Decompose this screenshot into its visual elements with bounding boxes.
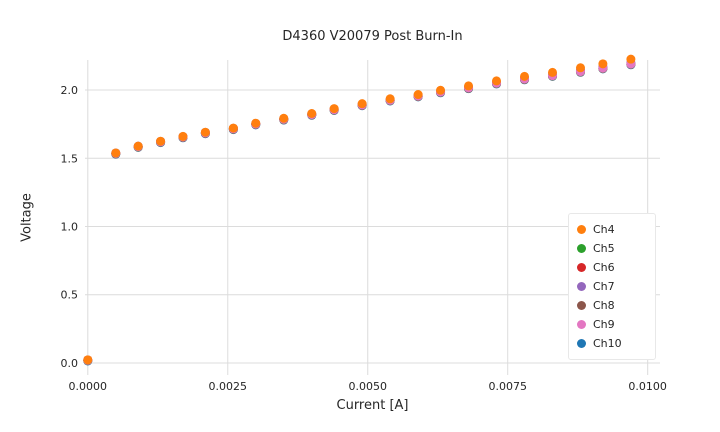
- y-tick-label: 2.0: [61, 84, 79, 97]
- y-tick-label: 1.0: [61, 221, 79, 234]
- data-point-ch4: [200, 127, 210, 137]
- data-point-ch4: [464, 81, 474, 91]
- data-point-ch4: [251, 118, 261, 128]
- y-axis-label: Voltage: [19, 193, 35, 242]
- y-tick-label: 0.5: [61, 289, 79, 302]
- legend-marker-ch9: [577, 320, 586, 329]
- data-point-ch4: [307, 109, 317, 119]
- x-tick-label: 0.0025: [209, 380, 248, 393]
- legend-label-ch7: Ch7: [593, 280, 615, 293]
- data-point-ch4: [520, 71, 530, 81]
- data-point-ch4: [133, 141, 143, 151]
- legend-entry-ch10: Ch10: [577, 334, 647, 353]
- legend-label-ch9: Ch9: [593, 318, 615, 331]
- legend-marker-ch6: [577, 263, 586, 272]
- legend-marker-ch7: [577, 282, 586, 291]
- legend-entry-ch9: Ch9: [577, 315, 647, 334]
- legend-entry-ch4: Ch4: [577, 220, 647, 239]
- y-tick-label: 1.5: [61, 152, 79, 165]
- data-point-ch4: [279, 113, 289, 123]
- legend-label-ch6: Ch6: [593, 261, 615, 274]
- legend-marker-ch10: [577, 339, 586, 348]
- legend: Ch4 Ch5 Ch6 Ch7 Ch8 Ch9 Ch10: [568, 213, 656, 360]
- data-point-ch4: [228, 123, 238, 133]
- data-point-ch4: [83, 355, 93, 365]
- x-tick-label: 0.0100: [628, 380, 667, 393]
- legend-label-ch4: Ch4: [593, 223, 615, 236]
- data-point-ch4: [357, 99, 367, 109]
- legend-label-ch5: Ch5: [593, 242, 615, 255]
- data-point-ch4: [598, 59, 608, 69]
- legend-label-ch8: Ch8: [593, 299, 615, 312]
- legend-entry-ch8: Ch8: [577, 296, 647, 315]
- data-point-ch4: [178, 131, 188, 141]
- data-point-ch4: [413, 90, 423, 100]
- legend-label-ch10: Ch10: [593, 337, 622, 350]
- data-point-ch4: [492, 76, 502, 86]
- data-point-ch4: [548, 67, 558, 77]
- x-axis-label: Current [A]: [336, 398, 409, 413]
- data-point-ch4: [385, 94, 395, 104]
- legend-marker-ch4: [577, 225, 586, 234]
- data-point-ch4: [626, 54, 636, 64]
- data-point-ch4: [575, 63, 585, 73]
- chart-title: D4360 V20079 Post Burn-In: [282, 29, 463, 44]
- x-tick-label: 0.0000: [69, 380, 108, 393]
- x-tick-label: 0.0075: [488, 380, 527, 393]
- legend-entry-ch6: Ch6: [577, 258, 647, 277]
- x-tick-label: 0.0050: [348, 380, 387, 393]
- legend-entry-ch7: Ch7: [577, 277, 647, 296]
- data-point-ch4: [436, 85, 446, 95]
- data-point-ch4: [156, 136, 166, 146]
- legend-marker-ch5: [577, 244, 586, 253]
- legend-marker-ch8: [577, 301, 586, 310]
- legend-entry-ch5: Ch5: [577, 239, 647, 258]
- data-point-ch4: [111, 148, 121, 158]
- data-point-ch4: [329, 104, 339, 114]
- y-tick-label: 0.0: [61, 357, 79, 370]
